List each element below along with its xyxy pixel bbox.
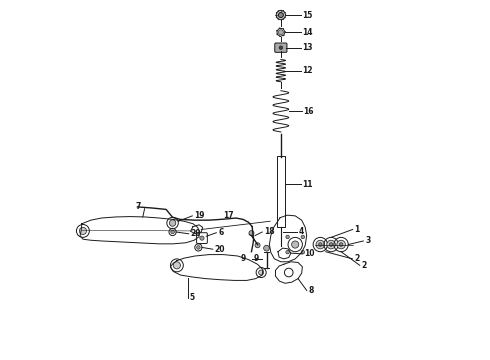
- Text: 6: 6: [218, 228, 223, 237]
- Circle shape: [327, 240, 335, 249]
- Circle shape: [249, 230, 254, 235]
- Text: 2: 2: [354, 255, 360, 264]
- Text: 5: 5: [190, 293, 195, 302]
- Circle shape: [196, 246, 200, 249]
- Text: 13: 13: [302, 43, 313, 52]
- Circle shape: [259, 270, 264, 275]
- Circle shape: [255, 243, 260, 248]
- Circle shape: [278, 30, 283, 35]
- Text: 2: 2: [362, 261, 367, 270]
- Circle shape: [316, 240, 324, 249]
- Circle shape: [264, 245, 270, 251]
- Circle shape: [301, 235, 305, 239]
- Text: 19: 19: [194, 211, 205, 220]
- Circle shape: [79, 227, 87, 234]
- Text: 10: 10: [304, 249, 315, 258]
- Text: 18: 18: [264, 228, 274, 237]
- Circle shape: [200, 236, 204, 240]
- Circle shape: [279, 46, 283, 49]
- Circle shape: [318, 243, 322, 246]
- Circle shape: [171, 230, 174, 234]
- Circle shape: [286, 235, 290, 239]
- Text: 7: 7: [136, 202, 141, 211]
- Text: 20: 20: [215, 245, 225, 254]
- Circle shape: [339, 243, 343, 246]
- FancyBboxPatch shape: [275, 43, 287, 52]
- Text: 8: 8: [309, 286, 314, 295]
- Circle shape: [170, 220, 176, 226]
- Text: 9: 9: [241, 255, 245, 264]
- Circle shape: [292, 241, 299, 248]
- Text: 1: 1: [354, 225, 360, 234]
- Text: 16: 16: [303, 107, 314, 116]
- Text: 11: 11: [302, 180, 313, 189]
- Text: 9: 9: [254, 255, 259, 264]
- Text: 12: 12: [302, 66, 313, 75]
- Circle shape: [337, 240, 345, 249]
- Bar: [276, 156, 285, 226]
- Text: 17: 17: [223, 211, 234, 220]
- Circle shape: [278, 13, 283, 18]
- Circle shape: [329, 243, 333, 246]
- Text: 15: 15: [302, 10, 313, 19]
- Circle shape: [301, 250, 305, 254]
- Circle shape: [173, 262, 180, 269]
- Text: 20: 20: [191, 229, 201, 238]
- Text: 4: 4: [299, 228, 304, 237]
- FancyBboxPatch shape: [196, 233, 207, 243]
- Circle shape: [276, 10, 286, 20]
- Text: 3: 3: [365, 237, 370, 246]
- Circle shape: [286, 250, 290, 254]
- Text: 14: 14: [302, 28, 313, 37]
